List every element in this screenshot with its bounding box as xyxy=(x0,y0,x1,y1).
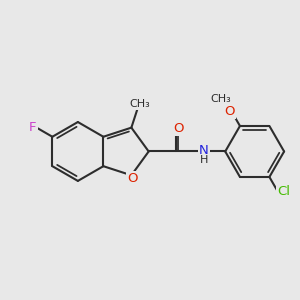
Text: CH₃: CH₃ xyxy=(129,99,150,109)
Text: O: O xyxy=(224,105,235,118)
Text: N: N xyxy=(199,144,209,158)
Text: H: H xyxy=(200,155,208,165)
Text: O: O xyxy=(127,172,137,184)
Text: O: O xyxy=(173,122,184,135)
Text: F: F xyxy=(29,121,37,134)
Text: CH₃: CH₃ xyxy=(210,94,231,104)
Text: Cl: Cl xyxy=(277,185,290,198)
